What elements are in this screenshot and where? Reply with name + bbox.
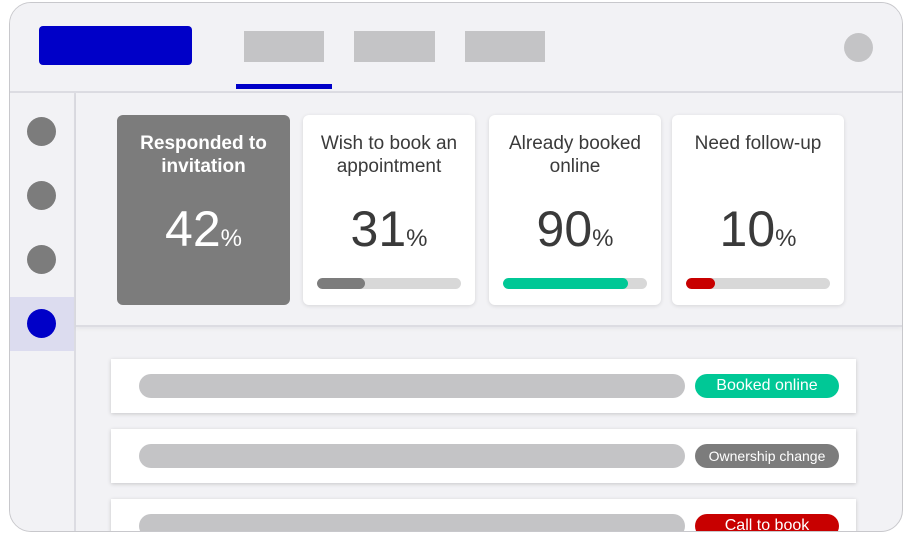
list-item[interactable]: Ownership change — [111, 429, 856, 483]
active-tab-indicator — [236, 84, 332, 89]
app-window: Responded to invitation 42% Wish to book… — [9, 2, 903, 532]
sidebar-item-4-icon[interactable] — [27, 309, 56, 338]
progress-track — [503, 278, 647, 289]
stat-value: 31% — [350, 201, 428, 257]
sidebar-item-1-icon[interactable] — [27, 117, 56, 146]
brand-logo[interactable] — [39, 26, 192, 65]
progress-fill — [503, 278, 629, 289]
user-avatar[interactable] — [844, 33, 873, 62]
stat-card-wish-to-book[interactable]: Wish to book an appointment 31% — [303, 115, 475, 305]
stat-value: 90% — [536, 201, 614, 257]
status-badge: Booked online — [695, 374, 839, 398]
progress-track — [317, 278, 461, 289]
nav-tab-2[interactable] — [354, 31, 435, 62]
stat-value: 10% — [719, 201, 797, 257]
list-item[interactable]: Booked online — [111, 359, 856, 413]
status-badge: Ownership change — [695, 444, 839, 468]
status-badge: Call to book — [695, 514, 839, 531]
sidebar-item-2-icon[interactable] — [27, 181, 56, 210]
stats-panel: Responded to invitation 42% Wish to book… — [76, 93, 902, 327]
progress-fill — [686, 278, 715, 289]
top-navigation-bar — [10, 3, 902, 93]
stat-card-already-booked[interactable]: Already booked online 90% — [489, 115, 661, 305]
stat-title: Already booked online — [508, 133, 642, 177]
stat-card-need-follow-up[interactable]: Need follow-up 10% — [672, 115, 844, 305]
list-item-placeholder — [139, 374, 685, 398]
progress-track — [686, 278, 830, 289]
progress-fill — [317, 278, 365, 289]
list-item[interactable]: Call to book — [111, 499, 856, 531]
nav-tab-1[interactable] — [244, 31, 324, 62]
stat-value: 42% — [165, 201, 242, 257]
nav-tab-3[interactable] — [465, 31, 545, 62]
list-item-placeholder — [139, 444, 685, 468]
stat-title: Wish to book an appointment — [320, 133, 458, 177]
stat-title: Responded to invitation — [140, 133, 267, 177]
list-item-placeholder — [139, 514, 685, 531]
sidebar-item-3-icon[interactable] — [27, 245, 56, 274]
sidebar — [10, 93, 76, 531]
stat-card-responded[interactable]: Responded to invitation 42% — [117, 115, 290, 305]
stat-title: Need follow-up — [694, 133, 822, 154]
